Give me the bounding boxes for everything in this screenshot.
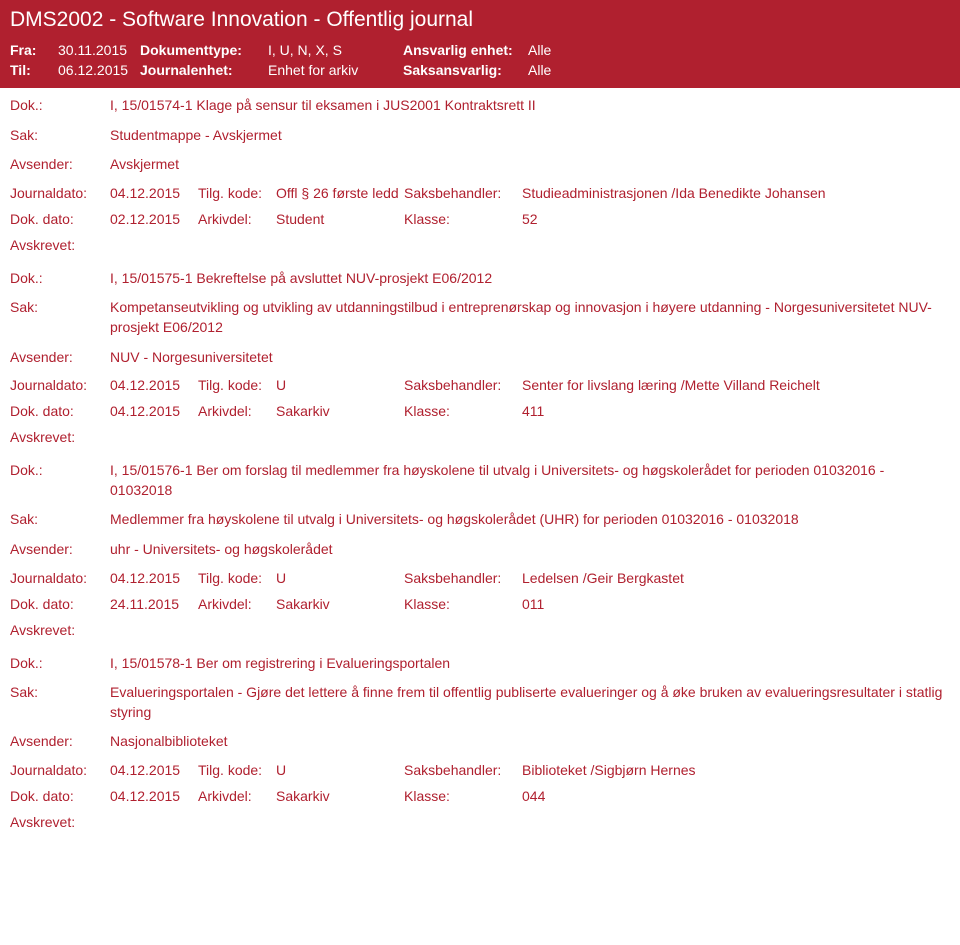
journaldato-value: 04.12.2015 bbox=[110, 185, 198, 201]
arkivdel-value: Sakarkiv bbox=[276, 596, 404, 612]
avsender-label: Avsender: bbox=[10, 155, 110, 175]
dokdato-value: 02.12.2015 bbox=[110, 211, 198, 227]
sak-label: Sak: bbox=[10, 298, 110, 337]
journaldato-label: Journaldato: bbox=[10, 185, 110, 201]
klasse-value: 044 bbox=[522, 788, 950, 804]
sak-label: Sak: bbox=[10, 510, 110, 530]
avsender-label: Avsender: bbox=[10, 732, 110, 752]
dok-label: Dok.: bbox=[10, 461, 110, 500]
dokdato-label: Dok. dato: bbox=[10, 211, 110, 227]
sak-label: Sak: bbox=[10, 126, 110, 146]
tilgkode-value: U bbox=[276, 570, 404, 586]
tilgkode-label: Tilg. kode: bbox=[198, 762, 276, 778]
arkivdel-label: Arkivdel: bbox=[198, 788, 276, 804]
avsender-value: NUV - Norgesuniversitetet bbox=[110, 348, 950, 368]
sak-value: Kompetanseutvikling og utvikling av utda… bbox=[110, 298, 950, 337]
page-title: DMS2002 - Software Innovation - Offentli… bbox=[10, 8, 950, 32]
sak-value: Studentmappe - Avskjermet bbox=[110, 126, 950, 146]
journaldato-label: Journaldato: bbox=[10, 570, 110, 586]
saksbehandler-value: Senter for livslang læring /Mette Villan… bbox=[522, 377, 950, 393]
dok-value: I, 15/01576-1 Ber om forslag til medlemm… bbox=[110, 461, 950, 500]
dokdato-label: Dok. dato: bbox=[10, 788, 110, 804]
avsender-label: Avsender: bbox=[10, 348, 110, 368]
arkivdel-label: Arkivdel: bbox=[198, 403, 276, 419]
arkivdel-value: Sakarkiv bbox=[276, 403, 404, 419]
klasse-label: Klasse: bbox=[404, 596, 522, 612]
tilgkode-value: U bbox=[276, 377, 404, 393]
arkivdel-label: Arkivdel: bbox=[198, 211, 276, 227]
dokdato-value: 24.11.2015 bbox=[110, 596, 198, 612]
arkivdel-value: Sakarkiv bbox=[276, 788, 404, 804]
avsender-value: uhr - Universitets- og høgskolerådet bbox=[110, 540, 950, 560]
avskrevet-label: Avskrevet: bbox=[10, 814, 950, 830]
klasse-label: Klasse: bbox=[404, 211, 522, 227]
sak-value: Medlemmer fra høyskolene til utvalg i Un… bbox=[110, 510, 950, 530]
meta-doktype-label: Dokumenttype: bbox=[140, 42, 268, 58]
dokdato-value: 04.12.2015 bbox=[110, 788, 198, 804]
meta-til-label: Til: bbox=[10, 62, 58, 78]
journaldato-label: Journaldato: bbox=[10, 762, 110, 778]
saksbehandler-label: Saksbehandler: bbox=[404, 570, 522, 586]
dok-label: Dok.: bbox=[10, 654, 110, 674]
journal-entry: Dok.:I, 15/01574-1 Klage på sensur til e… bbox=[0, 88, 960, 261]
meta-doktype-value: I, U, N, X, S bbox=[268, 42, 403, 58]
journal-entry: Dok.:I, 15/01575-1 Bekreftelse på avslut… bbox=[0, 261, 960, 453]
klasse-value: 411 bbox=[522, 403, 950, 419]
saksbehandler-label: Saksbehandler: bbox=[404, 377, 522, 393]
journaldato-value: 04.12.2015 bbox=[110, 762, 198, 778]
saksbehandler-value: Ledelsen /Geir Bergkastet bbox=[522, 570, 950, 586]
tilgkode-label: Tilg. kode: bbox=[198, 185, 276, 201]
klasse-label: Klasse: bbox=[404, 788, 522, 804]
meta-ansvarlig-label: Ansvarlig enhet: bbox=[403, 42, 528, 58]
meta-journalenhet-value: Enhet for arkiv bbox=[268, 62, 403, 78]
dok-value: I, 15/01575-1 Bekreftelse på avsluttet N… bbox=[110, 269, 950, 289]
meta-fra-label: Fra: bbox=[10, 42, 58, 58]
klasse-label: Klasse: bbox=[404, 403, 522, 419]
dok-value: I, 15/01578-1 Ber om registrering i Eval… bbox=[110, 654, 950, 674]
sak-value: Evalueringsportalen - Gjøre det lettere … bbox=[110, 683, 950, 722]
sak-label: Sak: bbox=[10, 683, 110, 722]
journal-header: DMS2002 - Software Innovation - Offentli… bbox=[0, 0, 960, 88]
arkivdel-value: Student bbox=[276, 211, 404, 227]
avskrevet-label: Avskrevet: bbox=[10, 429, 950, 445]
entries-container: Dok.:I, 15/01574-1 Klage på sensur til e… bbox=[0, 88, 960, 838]
arkivdel-label: Arkivdel: bbox=[198, 596, 276, 612]
journaldato-label: Journaldato: bbox=[10, 377, 110, 393]
meta-saksansvarlig-value: Alle bbox=[528, 62, 551, 78]
tilgkode-value: U bbox=[276, 762, 404, 778]
saksbehandler-value: Biblioteket /Sigbjørn Hernes bbox=[522, 762, 950, 778]
avskrevet-label: Avskrevet: bbox=[10, 237, 950, 253]
klasse-value: 011 bbox=[522, 596, 950, 612]
saksbehandler-label: Saksbehandler: bbox=[404, 185, 522, 201]
dokdato-label: Dok. dato: bbox=[10, 596, 110, 612]
tilgkode-label: Tilg. kode: bbox=[198, 377, 276, 393]
tilgkode-label: Tilg. kode: bbox=[198, 570, 276, 586]
journaldato-value: 04.12.2015 bbox=[110, 570, 198, 586]
avskrevet-label: Avskrevet: bbox=[10, 622, 950, 638]
tilgkode-value: Offl § 26 første ledd bbox=[276, 185, 404, 201]
klasse-value: 52 bbox=[522, 211, 950, 227]
meta-ansvarlig-value: Alle bbox=[528, 42, 551, 58]
journal-entry: Dok.:I, 15/01578-1 Ber om registrering i… bbox=[0, 646, 960, 838]
avsender-label: Avsender: bbox=[10, 540, 110, 560]
saksbehandler-value: Studieadministrasjonen /Ida Benedikte Jo… bbox=[522, 185, 950, 201]
dokdato-value: 04.12.2015 bbox=[110, 403, 198, 419]
avsender-value: Avskjermet bbox=[110, 155, 950, 175]
journal-entry: Dok.:I, 15/01576-1 Ber om forslag til me… bbox=[0, 453, 960, 645]
dok-label: Dok.: bbox=[10, 269, 110, 289]
header-row-1: Til: 06.12.2015 Journalenhet: Enhet for … bbox=[10, 62, 950, 78]
meta-saksansvarlig-label: Saksansvarlig: bbox=[403, 62, 528, 78]
avsender-value: Nasjonalbiblioteket bbox=[110, 732, 950, 752]
meta-til-value: 06.12.2015 bbox=[58, 62, 140, 78]
header-row-0: Fra: 30.11.2015 Dokumenttype: I, U, N, X… bbox=[10, 42, 950, 58]
journaldato-value: 04.12.2015 bbox=[110, 377, 198, 393]
dok-label: Dok.: bbox=[10, 96, 110, 116]
saksbehandler-label: Saksbehandler: bbox=[404, 762, 522, 778]
dokdato-label: Dok. dato: bbox=[10, 403, 110, 419]
meta-journalenhet-label: Journalenhet: bbox=[140, 62, 268, 78]
meta-fra-value: 30.11.2015 bbox=[58, 42, 140, 58]
dok-value: I, 15/01574-1 Klage på sensur til eksame… bbox=[110, 96, 950, 116]
